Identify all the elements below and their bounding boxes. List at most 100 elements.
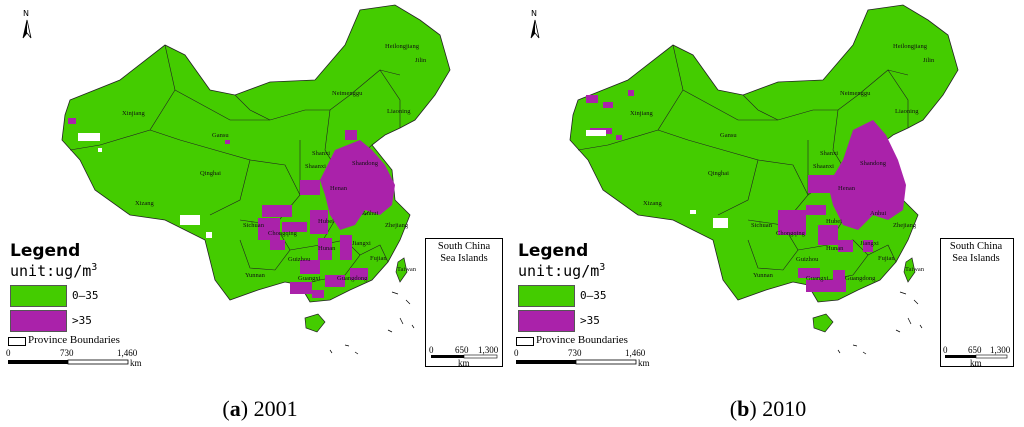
legend-label-low: 0–35 [580, 289, 607, 302]
province-label: Chongqing [776, 230, 805, 237]
china-map-2001 [8, 4, 492, 365]
hainan-island [812, 313, 834, 333]
province-label: Sichuan [751, 222, 772, 229]
scale-tick: 730 [568, 348, 582, 358]
province-label: Shanxi [312, 150, 331, 157]
caption-2001: (a) 2001 [222, 396, 298, 421]
inset-scale-tick: 1,300 [990, 345, 1011, 355]
province-label: Heilongjiang [385, 43, 419, 50]
scale-bar [8, 359, 129, 365]
inset-scale-tick: 1,300 [478, 345, 499, 355]
legend-unit: unit:ug/m3 [10, 262, 98, 280]
scale-tick: 0 [6, 348, 11, 358]
legend-swatch-high [518, 310, 575, 332]
china-map-2010 [516, 4, 1000, 365]
scale-tick: 0 [514, 348, 519, 358]
province-label: Xinjiang [630, 110, 653, 117]
province-label: Zhejiang [893, 222, 917, 229]
province-label: Jiangxi [860, 240, 879, 247]
north-label: N [531, 9, 537, 18]
inset-scale-unit: km [970, 358, 982, 368]
province-label: Hubei [318, 218, 334, 225]
legend-swatch-low [10, 285, 67, 307]
scale-unit: km [130, 358, 142, 368]
province-label: Xinjiang [122, 110, 145, 117]
province-label: Yunnan [753, 272, 773, 279]
province-label: Guangdong [337, 275, 368, 282]
province-label: Henan [838, 185, 855, 192]
province-label: Henan [330, 185, 347, 192]
province-label: Guangxi [298, 275, 321, 282]
province-label: Gansu [212, 132, 229, 139]
north-label: N [23, 9, 29, 18]
legend-unit: unit:ug/m3 [518, 262, 606, 280]
inset-scale-tick: 650 [968, 345, 982, 355]
province-label: Xizang [643, 200, 662, 207]
south-china-sea-inset [940, 238, 1014, 367]
scale-tick: 730 [60, 348, 74, 358]
province-label: Taiwan [397, 266, 417, 273]
legend-label-low: 0–35 [72, 289, 99, 302]
no-data-patches [78, 133, 212, 238]
inset-scale-tick: 650 [455, 345, 469, 355]
map-panel-2001: N Heilongjiang Jilin Neimenggu Liaoning … [0, 0, 508, 390]
legend-swatch-low [518, 285, 575, 307]
province-label: Heilongjiang [893, 43, 927, 50]
taiwan-island [395, 257, 408, 283]
province-label: Fujian [370, 255, 387, 262]
legend-label-high: >35 [72, 314, 92, 327]
inset-title: South China Sea Islands [949, 241, 1003, 264]
scale-bar [516, 359, 637, 365]
province-label: Yunnan [245, 272, 265, 279]
scale-tick: 1,460 [625, 348, 646, 358]
province-label: Chongqing [268, 230, 297, 237]
province-label: Liaoning [895, 108, 919, 115]
province-label: Shanxi [820, 150, 839, 157]
province-label: Jilin [923, 57, 935, 64]
map-panel-2010: N Heilongjiang Jilin Neimenggu Liaoning … [508, 0, 1016, 390]
province-label: Neimenggu [840, 90, 871, 97]
province-boundary-label: Province Boundaries [536, 334, 628, 346]
province-boundary-swatch [8, 337, 26, 346]
province-label: Shaanxi [813, 163, 834, 170]
province-label: Shandong [860, 160, 886, 167]
province-label: Zhejiang [385, 222, 409, 229]
legend-swatch-high [10, 310, 67, 332]
pm25-high-cells [68, 118, 395, 298]
hainan-island [304, 313, 326, 333]
province-label: Guangdong [845, 275, 876, 282]
province-label: Xizang [135, 200, 154, 207]
no-data-patches [586, 130, 728, 228]
province-label: Hubei [826, 218, 842, 225]
scale-tick: 1,460 [117, 348, 138, 358]
province-label: Anhui [362, 210, 379, 217]
inset-scale-tick: 0 [943, 345, 948, 355]
china-mainland [61, 4, 451, 303]
province-label: Qinghai [200, 170, 221, 177]
province-label: Shaanxi [305, 163, 326, 170]
province-boundary-swatch [516, 337, 534, 346]
taiwan-island [903, 257, 916, 283]
legend-title: Legend [10, 241, 81, 261]
province-label: Liaoning [387, 108, 411, 115]
province-label: Jilin [415, 57, 427, 64]
scale-unit: km [638, 358, 650, 368]
province-boundary-label: Province Boundaries [28, 334, 120, 346]
province-label: Fujian [878, 255, 895, 262]
inset-scale-tick: 0 [429, 345, 434, 355]
province-label: Guangxi [806, 275, 829, 282]
caption-2010: (b) 2010 [729, 396, 807, 421]
north-arrow-icon [530, 19, 540, 39]
province-label: Anhui [870, 210, 887, 217]
legend-title: Legend [518, 241, 589, 261]
province-label: Sichuan [243, 222, 264, 229]
province-label: Shandong [352, 160, 378, 167]
inset-title: South China Sea Islands [437, 241, 491, 264]
province-label: Neimenggu [332, 90, 363, 97]
province-label: Guizhou [288, 256, 311, 263]
province-label: Guizhou [796, 256, 819, 263]
province-label: Hunan [318, 245, 336, 252]
province-label: Qinghai [708, 170, 729, 177]
province-label: Gansu [720, 132, 737, 139]
legend-label-high: >35 [580, 314, 600, 327]
